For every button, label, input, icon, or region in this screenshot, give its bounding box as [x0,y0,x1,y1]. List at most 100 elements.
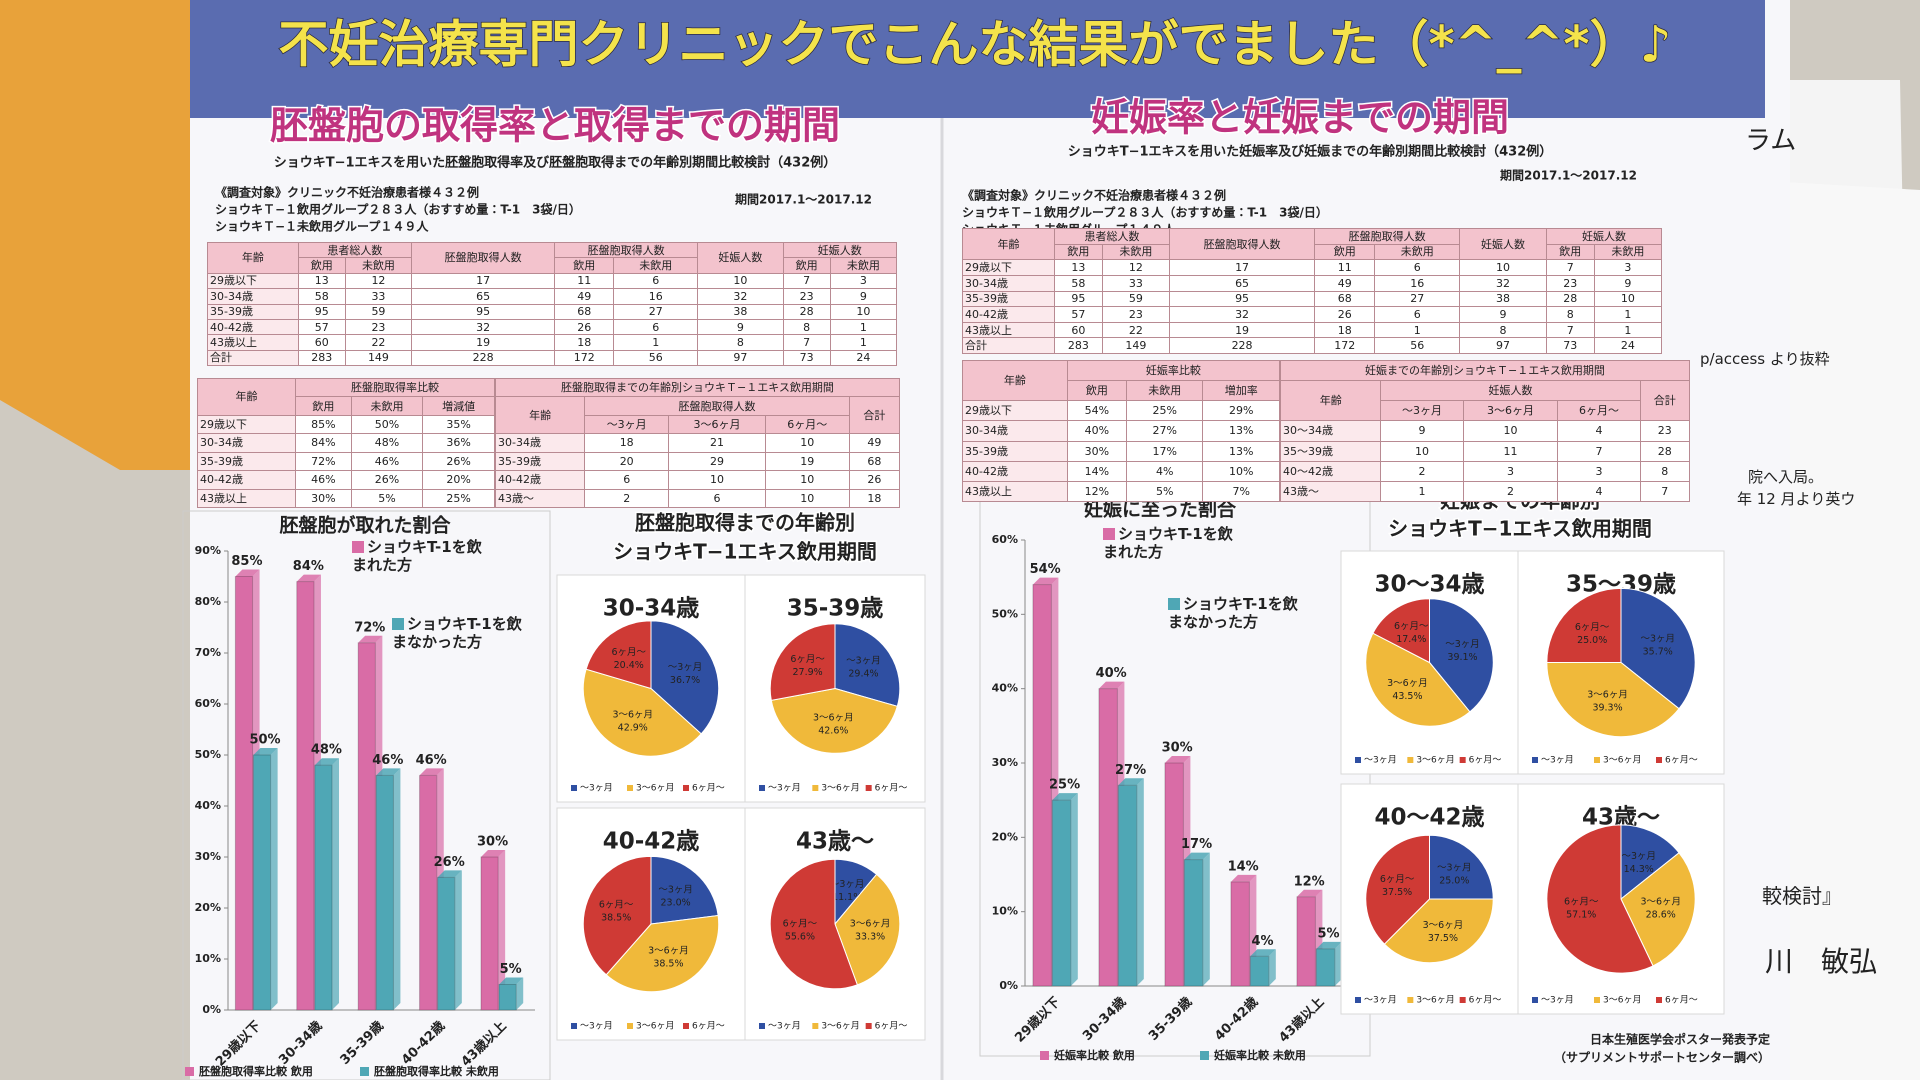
bar-top [1032,577,1059,585]
value-label: 26% [434,855,465,870]
legend-label: 妊娠率比較 未飲用 [1214,1048,1306,1062]
table-row: 43歳以上 12% 5% 7% [962,480,1280,503]
column-header: 年齢 [207,242,299,274]
column-header: 胚盤胞取得人数 [411,242,556,274]
bar [296,581,315,1011]
table-cell: 68 [554,303,615,320]
slice-label: 3〜6ヶ月 [1587,690,1628,701]
legend-label: 6ヶ月〜 [875,1021,908,1032]
slice-label: 6ヶ月〜 [783,919,818,930]
legend-label: 〜3ヶ月 [768,783,801,794]
table-row: 30-34歳 84% 48% 36% [196,433,495,453]
value-label: 54% [1030,562,1061,577]
bar-top [1098,681,1125,689]
bar-top [1230,874,1257,882]
pie-slice [1620,824,1680,901]
pie-slice [582,668,702,757]
column-header: 妊娠率比較 [1066,359,1281,382]
table-cell: 22 [1101,321,1171,339]
value-label: 46% [416,753,447,768]
pie-title: 30〜34歳 [1374,572,1484,598]
pie-slice [1383,898,1494,964]
table-row: 29歳以下 13 12 17 11 6 10 7 3 [207,272,898,290]
table-row: 30〜34歳 9 10 4 23 [1279,420,1691,442]
legend-label: 胚盤胞取得率比較 未飲用 [373,1064,499,1078]
table-cell: 16 [613,288,699,305]
y-tick-label: 20% [195,901,221,914]
table-title: 胚盤胞取得までの年齢別ショウキＴ−１エキス飲用期間 [495,377,900,398]
slice-value: 14.3% [1624,864,1654,875]
table-cell: 10 [764,488,850,509]
row-header: 35-39歳 [207,303,299,320]
legend-swatch [1168,598,1180,610]
row-header: 35〜39歳 [1279,440,1382,462]
table-cell: 40% [1066,420,1127,442]
table-cell: 10 [764,470,850,490]
legend-swatch [1656,997,1662,1003]
table-cell: 19 [411,334,556,351]
pie-slice [834,873,901,986]
table-cell: 1 [1380,480,1464,503]
table-cell: 4% [1125,460,1204,482]
bar [1164,762,1184,987]
table-row: 43歳以上 60 22 19 18 1 8 7 1 [207,334,898,351]
table-cell: 4 [1557,480,1641,503]
pie-slice [585,620,652,690]
legend-label: 胚盤胞取得率比較 飲用 [198,1064,313,1078]
row-header: 30-34歳 [196,433,297,453]
table-row: 飲用 未飲用 増減値 [198,396,495,416]
bar [1098,688,1118,987]
period: 期間2017.1〜2017.12 [1500,168,1637,183]
table-row: 〜3ヶ月 3〜6ヶ月 6ヶ月〜 [1281,400,1690,422]
slice-value: 17.4% [1396,634,1426,645]
row-header: 35-39歳 [494,451,586,472]
row-header: 40-42歳 [962,460,1068,482]
column-subheader: 未飲用 [1593,243,1663,261]
legend-label: 3〜6ヶ月 [1603,755,1641,766]
value-label: 50% [249,733,280,748]
row-header: 40-42歳 [494,470,586,490]
table-cell: 97 [1459,337,1547,354]
y-tick-label: 0% [202,1003,221,1016]
table-cell: 1 [1374,321,1461,339]
table-cell: 49 [554,288,615,305]
legend-swatch [571,785,577,791]
pie-slice [1429,598,1494,713]
pie-title: 43歳〜 [796,829,874,855]
column-subheader: 増減値 [422,396,495,416]
table-cell: 7 [782,334,831,351]
pie-section-title: ショウキT−1エキス飲用期間 [613,540,877,564]
column-subheader: 〜3ヶ月 [584,414,670,435]
table-cell: 59 [344,303,413,320]
table-cell: 10 [1593,290,1663,308]
bar [498,984,517,1011]
bar [357,642,376,1011]
value-label: 30% [1162,741,1193,756]
table-row: 胚盤胞取得までの年齢別ショウキＴ−１エキス飲用期間 [495,377,900,398]
table-cell: 26% [350,470,424,490]
column-header: 合計 [1639,380,1691,422]
table-row: 飲用 未飲用 飲用 未飲用 飲用 未飲用 [208,257,898,274]
table-cell: 172 [554,349,615,367]
slice-label: 6ヶ月〜 [1394,621,1429,632]
table-cell: 72% [295,451,352,472]
paper-note: 院へ入局。 [1748,468,1824,486]
column-header: 年齢 [961,227,1056,261]
table-cell: 10 [697,272,784,290]
data-table: 年齢 妊娠率比較 飲用 未飲用 増加率 29歳以下 54% 25% 29% 30-34歳 40% 27… [962,359,1281,503]
bar-top [296,574,321,582]
slice-value: 38.5% [601,912,631,923]
table-cell: 18 [584,433,670,453]
bar-top [314,758,340,766]
slice-value: 27.9% [792,667,822,678]
bar [1296,896,1316,987]
table-cell: 50% [350,414,424,435]
pie-slice [834,623,901,707]
y-tick-label: 50% [195,748,221,761]
table-cell: 56 [613,349,699,367]
slice-label: 〜3ヶ月 [1437,863,1472,874]
table-cell: 1 [1593,321,1663,339]
chart-frame [182,510,551,1080]
table-cell: 20% [422,470,495,490]
pie-slice [582,855,652,976]
